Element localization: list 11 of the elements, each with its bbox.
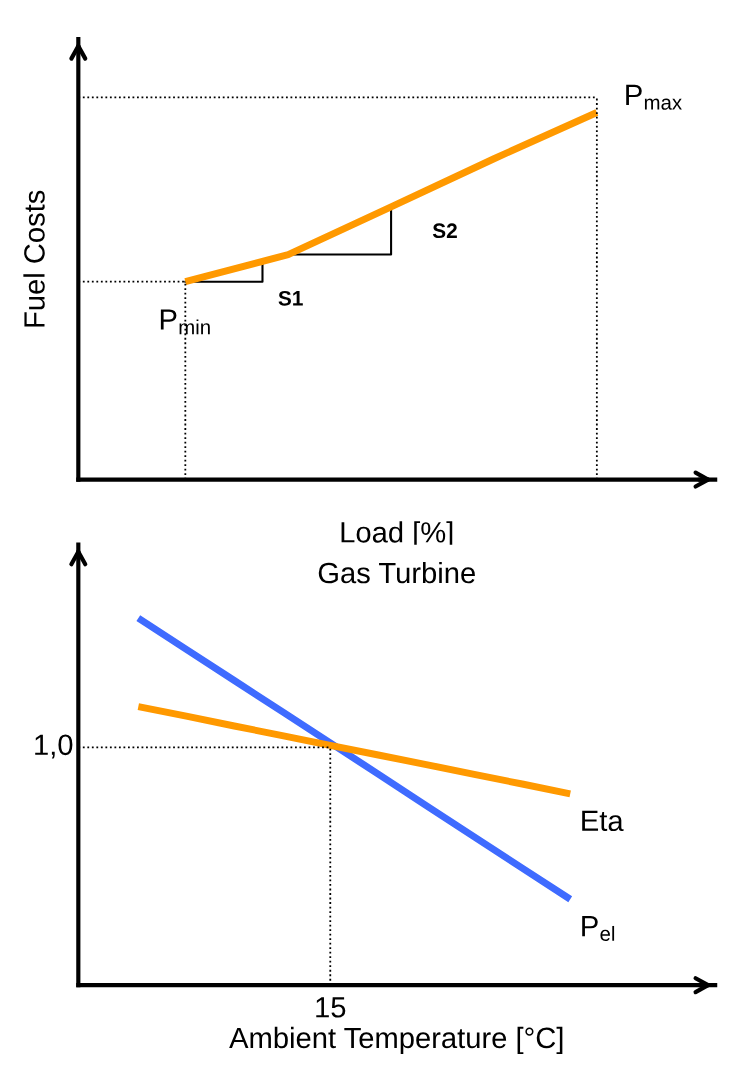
x-axis-title: Ambient Temperature [°C]	[229, 1026, 563, 1055]
text: 1,0	[35, 734, 73, 759]
annotation: S1	[278, 290, 303, 306]
series-label: Eta	[582, 810, 624, 832]
series-label: P$_{el}$	[582, 916, 615, 941]
text: P$_{max}$	[626, 84, 682, 110]
annotation: S2	[432, 223, 457, 239]
y-axis-title: Fuel Costs	[23, 190, 45, 327]
annotation: P$_{min}$	[160, 309, 210, 335]
text: 15	[316, 997, 346, 1018]
chart-title: Gas Turbine	[318, 561, 475, 584]
